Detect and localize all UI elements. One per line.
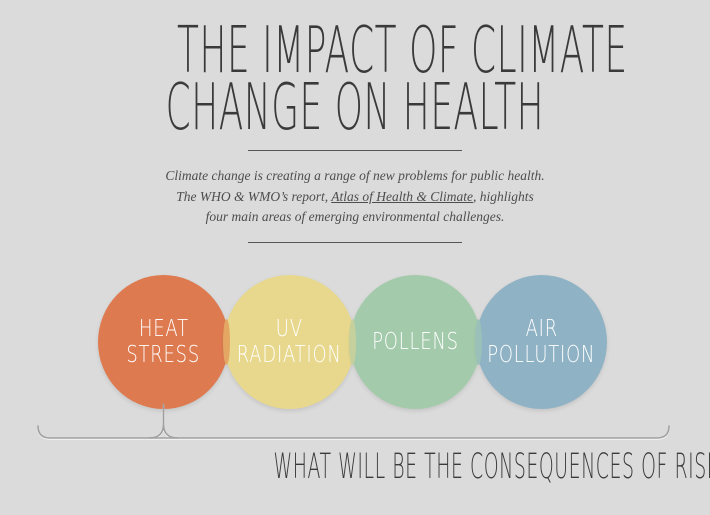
divider-top <box>248 150 462 151</box>
bubble-pollens: POLLENS <box>350 275 481 409</box>
bubble-air-pollution-label-line-1: AIR <box>525 316 558 342</box>
intro-line-1: Climate change is creating a range of ne… <box>165 168 545 183</box>
bracket-stem-line <box>148 403 179 439</box>
bracket-connector <box>37 403 670 439</box>
page-title: THE IMPACT OF CLIMATE CHANGE ON HEALTH <box>0 14 710 145</box>
report-title-link[interactable]: Atlas of Health & Climate <box>331 188 473 204</box>
question-heading: WHAT WILL BE THE CONSEQUENCES OF RISING … <box>0 446 710 488</box>
bracket-line <box>37 425 670 439</box>
overlap-uv-pollens <box>349 319 356 365</box>
bubble-air-pollution-label-line-2: POLLUTION <box>487 342 596 368</box>
intro-line-3: four main areas of emerging environmenta… <box>205 209 505 224</box>
bubble-uv-radiation: UV RADIATION <box>224 275 355 409</box>
title-line-1: THE IMPACT OF CLIMATE <box>177 14 628 88</box>
intro-line-2: The WHO & WMO’s report, Atlas of Health … <box>0 187 710 208</box>
intro-line-2-prefix: The WHO & WMO’s report, <box>176 188 332 204</box>
divider-bottom <box>248 242 462 243</box>
bubble-pollens-label-line-1: POLLENS <box>372 329 459 355</box>
bubble-uv-radiation-label-line-2: RADIATION <box>237 342 342 368</box>
overlap-heat-uv <box>223 319 230 365</box>
bubble-air-pollution: AIR POLLUTION <box>476 275 607 409</box>
bubble-heat-stress-label-line-1: HEAT <box>138 316 189 342</box>
question-text: WHAT WILL BE THE CONSEQUENCES OF RISING … <box>273 447 710 487</box>
overlap-pollens-air <box>475 319 482 365</box>
bubble-uv-radiation-label-line-1: UV <box>276 316 303 342</box>
intro-line-2-suffix: , highlights <box>472 188 534 204</box>
intro-paragraph: Climate change is creating a range of ne… <box>0 166 710 228</box>
title-line-2: CHANGE ON HEALTH <box>165 71 545 145</box>
bubble-heat-stress: HEAT STRESS <box>98 275 229 409</box>
bubble-heat-stress-label-line-2: STRESS <box>126 342 201 368</box>
